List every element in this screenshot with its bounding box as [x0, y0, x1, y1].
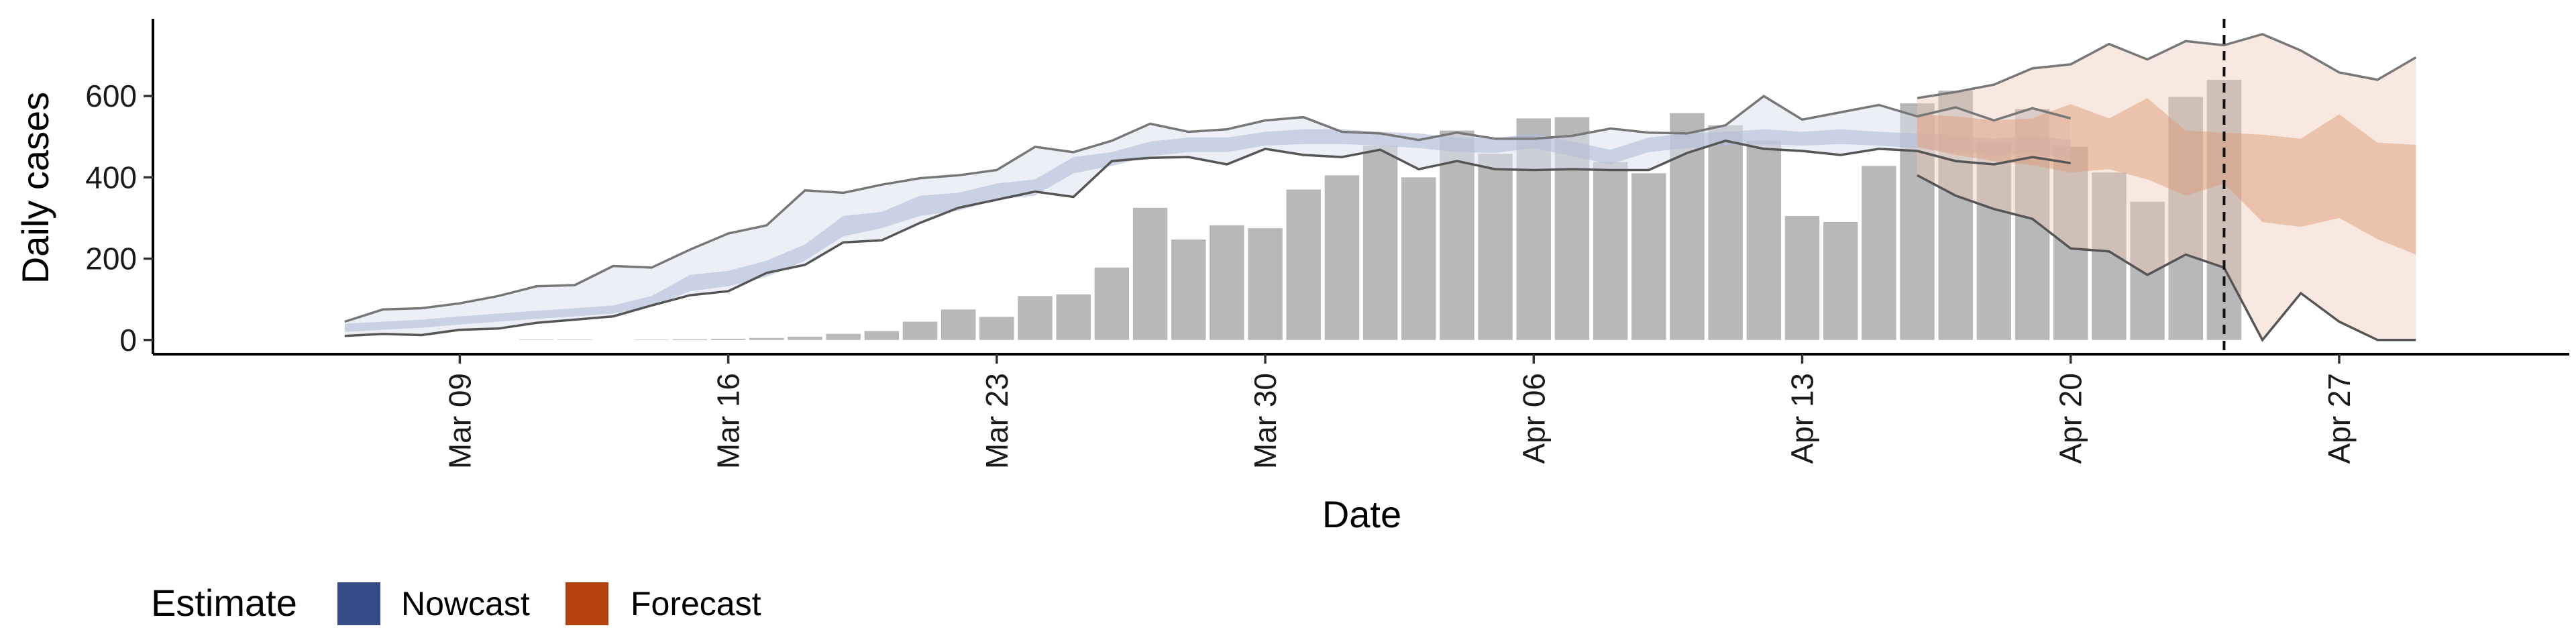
case-bar [1746, 140, 1782, 340]
case-bar [1056, 294, 1091, 340]
axes: 0 200 400 600 Mar 09 Mar 16 Mar 23 Mar 30 Apr 06… [85, 19, 2569, 469]
legend-swatch-forecast [566, 582, 608, 625]
case-bar [2092, 172, 2127, 340]
nowcast-outer-band [344, 96, 2071, 336]
y-tick-label: 200 [85, 241, 137, 276]
x-tick-label: Mar 23 [979, 373, 1014, 469]
x-tick-label: Mar 09 [442, 373, 477, 469]
forecast-upper-line [1917, 33, 2417, 99]
x-tick-label: Apr 27 [2322, 373, 2357, 464]
case-bar [1708, 125, 1743, 340]
case-bar [1094, 267, 1130, 340]
nowcast-lower-line [344, 139, 2071, 337]
y-tick-label: 400 [85, 160, 137, 195]
case-bar [1631, 173, 1666, 340]
case-bar [1286, 189, 1321, 340]
x-axis-title: Date [1322, 493, 1401, 535]
case-bar [1401, 177, 1436, 340]
case-bar [519, 339, 554, 340]
case-bar [1362, 146, 1398, 340]
case-bar [902, 321, 938, 340]
case-bar [1018, 296, 1053, 340]
case-bar [2130, 201, 2165, 340]
case-bar [1324, 175, 1360, 340]
forecast-lower-line [1917, 174, 2416, 342]
legend-swatch-nowcast [337, 582, 380, 625]
case-bar [788, 336, 822, 340]
y-tick-label: 0 [119, 323, 137, 358]
case-bar [1862, 166, 1896, 340]
case-bar [1478, 154, 1513, 340]
case-bar [941, 309, 976, 340]
case-bar [1823, 222, 1858, 340]
case-bar [826, 333, 861, 340]
case-bar [710, 338, 746, 340]
case-bar [1248, 228, 1283, 340]
case-bar [1132, 207, 1168, 340]
nowcast-ribbons [344, 96, 2071, 336]
legend: Estimate Nowcast Forecast [151, 582, 761, 625]
legend-title: Estimate [151, 582, 297, 624]
x-tick-label: Mar 16 [711, 373, 746, 469]
x-tick-label: Mar 30 [1248, 373, 1283, 469]
case-bar [1440, 130, 1474, 340]
y-axis-title: Daily cases [14, 92, 56, 284]
case-bar [1171, 239, 1206, 340]
case-bar [2053, 146, 2088, 340]
case-bar [557, 339, 592, 340]
case-bar [1210, 225, 1244, 340]
legend-label-nowcast: Nowcast [401, 585, 530, 623]
case-bar [1784, 215, 1820, 340]
forecast-inner-band [1917, 98, 2416, 255]
x-tick-label: Apr 13 [1785, 373, 1820, 464]
case-bar [634, 339, 669, 340]
x-tick-label: Apr 20 [2053, 373, 2088, 464]
case-bar [979, 317, 1014, 340]
nowcast-upper-line [344, 95, 2072, 323]
case-bar [749, 337, 784, 340]
case-bar [672, 339, 708, 340]
y-tick-label: 600 [85, 78, 137, 113]
legend-label-forecast: Forecast [631, 585, 761, 623]
x-tick-label: Apr 06 [1516, 373, 1551, 464]
case-bar [1976, 142, 2012, 340]
case-bar [1593, 162, 1628, 340]
outer-bound-lines [344, 33, 2417, 342]
case-bar [2168, 97, 2203, 340]
case-bar [864, 331, 900, 340]
